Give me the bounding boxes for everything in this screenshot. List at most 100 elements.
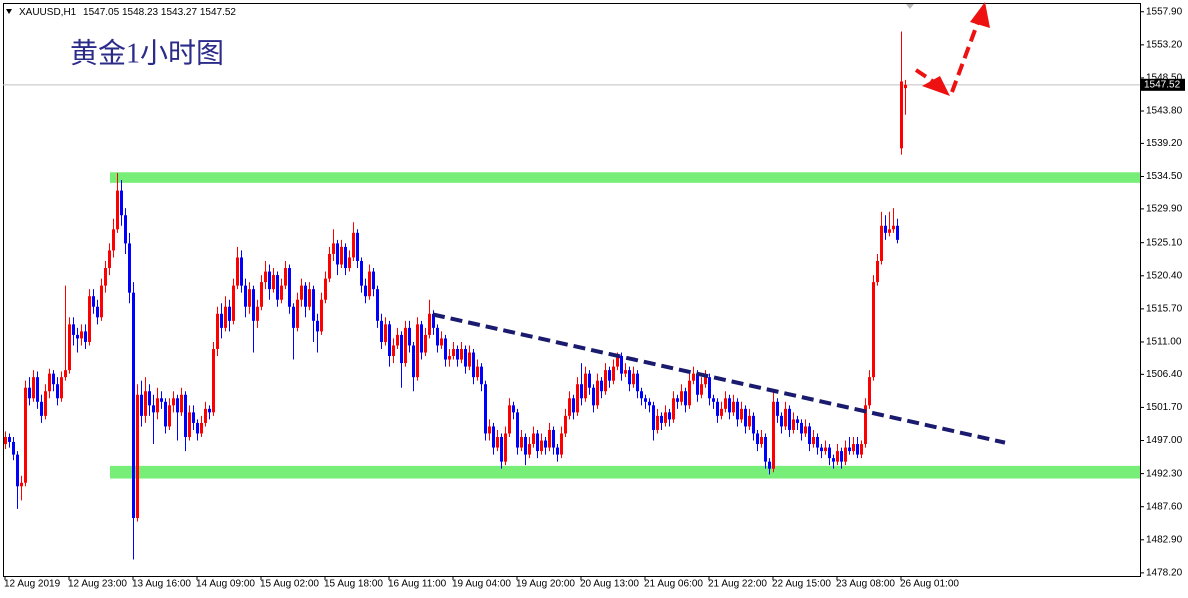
- candle-body: [704, 377, 707, 385]
- bar-high: 1548.23: [122, 7, 159, 18]
- candle-body: [496, 437, 499, 448]
- candle-body: [484, 384, 487, 434]
- candle-body: [376, 289, 379, 321]
- candle-body: [232, 285, 235, 321]
- symbol: XAUUSD,H1: [19, 7, 77, 18]
- candle-body: [272, 275, 275, 290]
- candle-body: [240, 257, 243, 286]
- candle-body: [288, 268, 291, 307]
- candle-body: [700, 384, 703, 395]
- candle-body: [824, 447, 827, 452]
- candle-body: [100, 285, 103, 318]
- candle-body: [68, 324, 71, 371]
- trendline: [432, 312, 1006, 445]
- candle-body: [352, 232, 355, 258]
- candle-body: [440, 338, 443, 346]
- candle-body: [196, 422, 199, 434]
- candle-body: [572, 398, 575, 413]
- x-tick-label: 15 Aug 18:00: [324, 579, 383, 590]
- y-tick-label: 1529.90: [1146, 204, 1183, 215]
- candle-body: [32, 377, 35, 399]
- candle-body: [784, 408, 787, 427]
- candle-body: [252, 289, 255, 321]
- shift-marker: [906, 4, 914, 9]
- candle-body: [420, 324, 423, 353]
- candle-body: [892, 225, 895, 230]
- candle-body: [116, 190, 119, 230]
- candle-body: [164, 401, 167, 427]
- candle-body: [800, 422, 803, 434]
- candle-body: [528, 444, 531, 455]
- price-label-box: [1141, 78, 1185, 91]
- candle-body: [188, 412, 191, 438]
- candle-body: [896, 225, 899, 240]
- candle-body: [872, 282, 875, 378]
- y-tick-label: 1478.20: [1146, 568, 1183, 579]
- candle-body: [324, 278, 327, 300]
- candle-body: [648, 401, 651, 406]
- candle-body: [396, 334, 399, 346]
- candle-body: [468, 352, 471, 367]
- x-tick-label: 21 Aug 22:00: [708, 579, 767, 590]
- candle-body: [616, 356, 619, 367]
- candle-body: [492, 426, 495, 448]
- candle-body: [356, 232, 359, 261]
- candle-body: [688, 380, 691, 406]
- candle-body: [772, 401, 775, 469]
- candle-body: [568, 398, 571, 416]
- candle-body: [480, 366, 483, 385]
- candle-body: [656, 415, 659, 430]
- candle-body: [176, 398, 179, 413]
- candle-body: [680, 391, 683, 402]
- candle-body: [464, 348, 467, 367]
- candle-body: [828, 447, 831, 459]
- x-tick-label: 14 Aug 09:00: [196, 579, 255, 590]
- candle-body: [756, 433, 759, 445]
- candle-body: [844, 447, 847, 462]
- price-label: 1547.52: [1144, 79, 1181, 90]
- y-tick-label: 1543.80: [1146, 106, 1183, 117]
- candle-body: [676, 398, 679, 402]
- candle-body: [816, 437, 819, 448]
- candle-body: [472, 352, 475, 378]
- candle-body: [160, 398, 163, 402]
- candle-body: [720, 408, 723, 416]
- x-tick-label: 22 Aug 15:00: [772, 579, 831, 590]
- candle-body: [180, 394, 183, 413]
- candle-body: [460, 348, 463, 360]
- candle-body: [692, 373, 695, 381]
- candle-body: [504, 433, 507, 462]
- candle-body: [724, 398, 727, 409]
- candle-body: [564, 415, 567, 434]
- candle-body: [360, 260, 363, 286]
- candle-body: [168, 405, 171, 427]
- candle-body: [64, 370, 67, 378]
- candle-body: [56, 384, 59, 399]
- candle-body: [312, 289, 315, 321]
- candle-body: [20, 482, 23, 487]
- candle-body: [260, 282, 263, 307]
- candle-body: [124, 215, 127, 244]
- candle-body: [148, 391, 151, 406]
- menu-triangle: [6, 9, 12, 14]
- candle-body: [768, 461, 771, 469]
- candle-body: [192, 412, 195, 423]
- candle-body: [296, 299, 299, 328]
- candle-body: [248, 289, 251, 307]
- candle-body: [708, 377, 711, 399]
- candle-body: [428, 313, 431, 335]
- arrow-head: [922, 76, 950, 96]
- candle-body: [672, 398, 675, 420]
- candle-body: [88, 296, 91, 342]
- candle-body: [456, 348, 459, 360]
- x-tick-label: 26 Aug 01:00: [900, 579, 959, 590]
- arrow-head: [970, 2, 990, 28]
- y-tick-label: 1548.50: [1146, 73, 1183, 84]
- candle-body: [588, 373, 591, 388]
- y-tick-label: 1506.40: [1146, 369, 1183, 380]
- candle-body: [412, 345, 415, 378]
- candle-body: [448, 356, 451, 360]
- candle-body: [52, 373, 55, 385]
- y-tick-label: 1511.00: [1146, 337, 1182, 348]
- candle-body: [384, 324, 387, 342]
